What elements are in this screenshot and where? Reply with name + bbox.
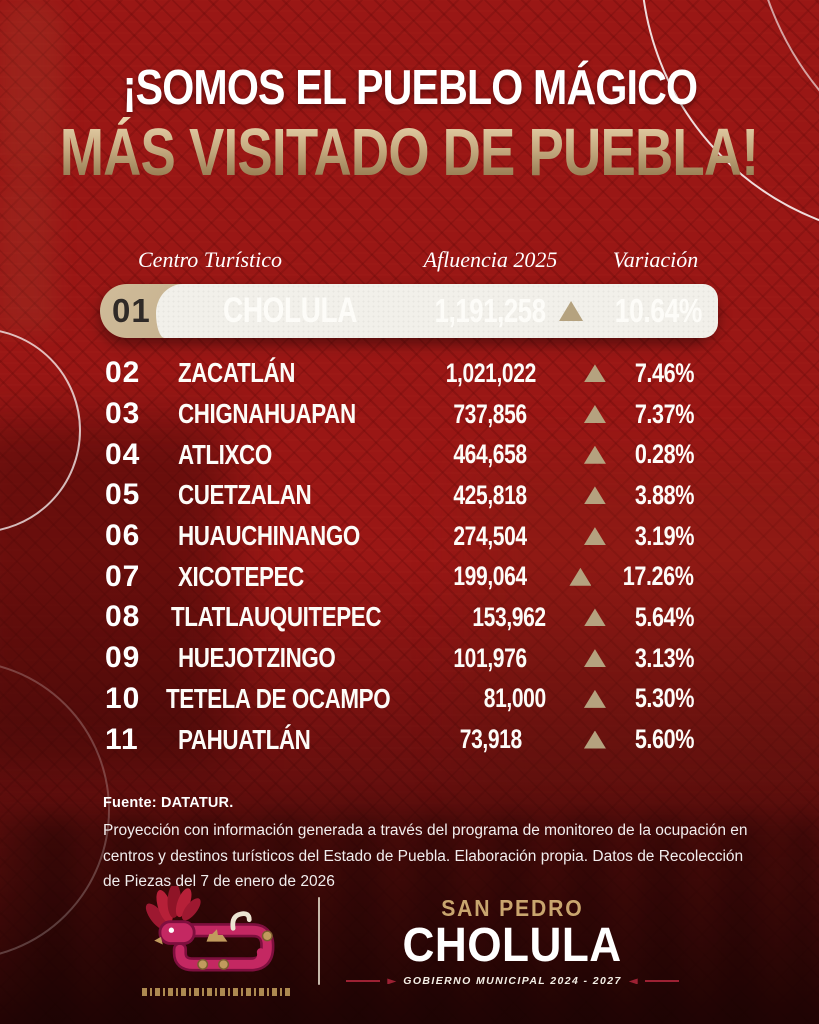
header-variacion: Variación <box>612 247 699 272</box>
header-centro-turistico: Centro Turístico <box>138 247 283 272</box>
variacion-value: 3.88% <box>634 479 695 510</box>
variacion-value: 3.19% <box>634 520 695 551</box>
bottom-shade-gradient <box>0 560 819 1024</box>
afluencia-value: 1,021,022 <box>445 357 536 388</box>
afluencia-value: 1,191,258 <box>434 292 547 329</box>
table-row: 06 HUAUCHINANGO 274,504 3.19% <box>100 516 718 557</box>
logo-city-main: CHOLULA <box>402 918 623 972</box>
rank-number: 05 <box>105 478 141 512</box>
afluencia-value: 73,918 <box>459 724 522 755</box>
destination-name: CUETZALAN <box>178 479 312 511</box>
table-row: 04 ATLIXCO 464,658 0.28% <box>100 434 718 475</box>
rank-number: 01 <box>112 292 151 329</box>
variacion-value: 5.64% <box>634 601 695 632</box>
ranking-table: Centro Turístico Afluencia 2025 Variació… <box>100 247 718 760</box>
photo-arch-shape <box>0 170 55 330</box>
table-row: 07 XICOTEPEC 199,064 17.26% <box>100 556 718 597</box>
variacion-value: 7.46% <box>634 357 695 388</box>
triangle-up-icon <box>583 608 606 627</box>
rank-number: 09 <box>105 641 141 675</box>
logo-subtitle-row: GOBIERNO MUNICIPAL 2024 - 2027 <box>346 975 679 988</box>
afluencia-value: 199,064 <box>453 561 528 592</box>
rank-number: 02 <box>105 356 141 390</box>
photo-arch-shape <box>0 0 62 170</box>
table-row: 10 TETELA DE OCAMPO 81,000 5.30% <box>100 679 718 720</box>
variacion-value: 0.28% <box>634 439 695 470</box>
destination-name: HUEJOTZINGO <box>178 642 336 674</box>
afluencia-value: 274,504 <box>453 520 528 551</box>
headline-line-2: MÁS VISITADO DE PUEBLA! <box>60 114 759 190</box>
triangle-up-icon <box>583 689 606 708</box>
rank-number: 03 <box>105 397 141 431</box>
table-row: 11 PAHUATLÁN 73,918 5.60% <box>100 719 718 760</box>
methodology-note: Proyección con información generada a tr… <box>103 822 748 891</box>
triangle-up-icon <box>583 405 606 424</box>
variacion-value: 7.37% <box>634 398 695 429</box>
rank-number: 11 <box>105 722 139 756</box>
triangle-up-icon <box>583 486 606 505</box>
table-row: 03 CHIGNAHUAPAN 737,856 7.37% <box>100 394 718 435</box>
triangle-up-icon <box>583 649 606 668</box>
headline-line-1: ¡SOMOS EL PUEBLO MÁGICO <box>122 61 697 115</box>
destination-name: ATLIXCO <box>178 438 272 470</box>
logo-text-block: SAN PEDRO CHOLULA GOBIERNO MUNICIPAL 202… <box>346 894 679 988</box>
logo-city-top: SAN PEDRO <box>441 894 584 921</box>
rank-number: 10 <box>105 681 141 715</box>
rank-number: 06 <box>105 519 141 553</box>
destination-name: HUAUCHINANGO <box>178 520 360 552</box>
destination-name: PAHUATLÁN <box>178 723 311 755</box>
header-afluencia-2025: Afluencia 2025 <box>423 247 558 272</box>
triangle-up-icon <box>583 364 606 383</box>
triangle-up-icon <box>583 445 606 464</box>
table-row: 08 TLATLAUQUITEPEC 153,962 5.64% <box>100 597 718 638</box>
triangle-up-icon <box>583 730 606 749</box>
table-header-row: Centro Turístico Afluencia 2025 Variació… <box>100 247 718 277</box>
variacion-value: 5.60% <box>634 724 695 755</box>
destination-name: XICOTEPEC <box>178 560 304 592</box>
destination-name: CHIGNAHUAPAN <box>178 398 356 430</box>
table-row: 02 ZACATLÁN 1,021,022 7.46% <box>100 353 718 394</box>
table-rows: 02 ZACATLÁN 1,021,022 7.46% 03 CHIGNAHUA… <box>100 353 718 760</box>
triangle-up-icon <box>583 527 606 546</box>
afluencia-value: 101,976 <box>453 642 528 673</box>
logo-subtitle: GOBIERNO MUNICIPAL 2024 - 2027 <box>403 975 622 988</box>
rank-number: 04 <box>105 437 141 471</box>
source-label: Fuente: DATATUR. <box>103 795 234 811</box>
afluencia-value: 153,962 <box>472 601 546 632</box>
variacion-value: 5.30% <box>634 683 695 714</box>
variacion-value: 10.64% <box>614 292 703 329</box>
logo-divider-line <box>318 897 321 985</box>
afluencia-value: 464,658 <box>453 439 528 470</box>
afluencia-value: 81,000 <box>484 683 547 714</box>
decor-arrow-right-icon <box>628 978 638 985</box>
destination-name: ZACATLÁN <box>178 357 296 389</box>
source-note: Fuente: DATATUR. Proyección con informac… <box>103 795 758 895</box>
headline: ¡SOMOS EL PUEBLO MÁGICO MÁS VISITADO DE … <box>0 62 819 189</box>
afluencia-value: 737,856 <box>453 398 528 429</box>
decor-arrow-left-icon <box>387 978 397 985</box>
destination-name: TLATLAUQUITEPEC <box>171 601 382 633</box>
rank-number: 07 <box>105 559 141 593</box>
destination-name: TETELA DE OCAMPO <box>165 682 391 714</box>
quetzalcoatl-emblem-icon <box>146 886 275 972</box>
pill-white-panel <box>156 284 718 338</box>
decor-line-left <box>346 980 381 983</box>
afluencia-value: 425,818 <box>453 479 528 510</box>
table-row: 09 HUEJOTZINGO 101,976 3.13% <box>100 638 718 679</box>
decor-line-right <box>644 980 679 983</box>
table-row: 05 CUETZALAN 425,818 3.88% <box>100 475 718 516</box>
rank-number: 08 <box>105 600 141 634</box>
table-row-highlighted-cholula: 01 CHOLULA 1,191,258 10.64% <box>100 284 718 338</box>
triangle-up-icon <box>569 567 592 586</box>
variacion-value: 17.26% <box>623 561 694 592</box>
quetzalcoatl-emblem <box>140 886 292 996</box>
destination-name: CHOLULA <box>223 291 358 330</box>
glyph-strip-decor <box>142 988 291 996</box>
municipal-logo-band: SAN PEDRO CHOLULA GOBIERNO MUNICIPAL 202… <box>0 886 819 996</box>
variacion-value: 3.13% <box>634 642 695 673</box>
